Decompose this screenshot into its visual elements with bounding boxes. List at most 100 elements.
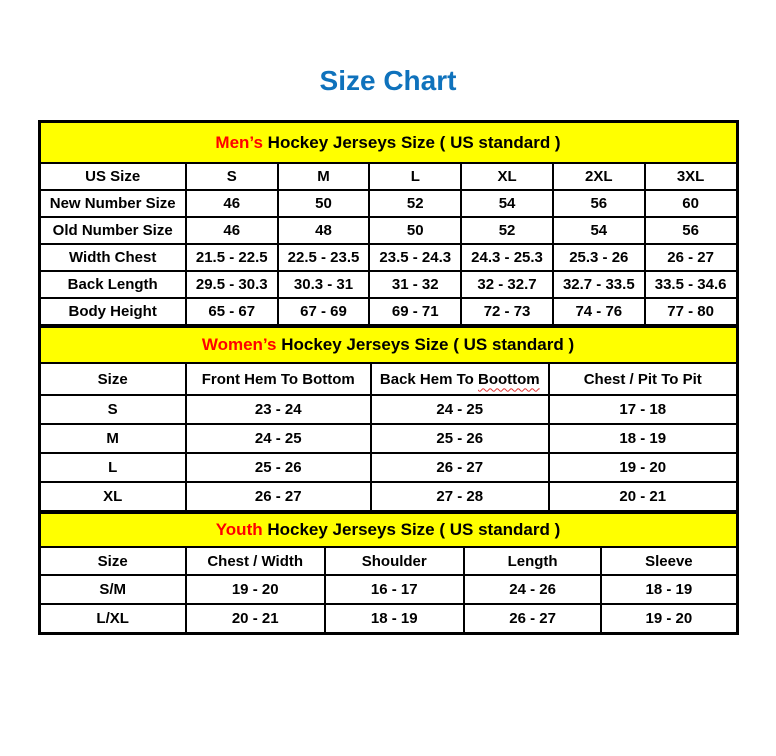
table-cell: 30.3 - 31 [276,270,371,299]
mens-column-header-row: US Size S M L XL 2XL 3XL [38,162,738,191]
table-cell: 50 [368,216,463,245]
table-row: Width Chest 21.5 - 22.5 22.5 - 23.5 23.5… [38,243,738,272]
mens-title-text: Hockey Jerseys Size ( US standard ) [262,132,561,152]
womens-section-title: Women’s Hockey Jerseys Size ( US standar… [38,326,738,364]
mens-title-highlight: Men’s [215,132,263,152]
column-header: Shoulder [323,546,465,576]
table-cell: 24.3 - 25.3 [460,243,554,272]
table-cell: 25 - 26 [369,423,550,454]
table-cell: 65 - 67 [184,297,279,326]
row-label: Body Height [38,297,187,326]
table-row: S 23 - 24 24 - 25 17 - 18 [38,394,738,425]
row-label: New Number Size [38,189,187,218]
column-header: Sleeve [600,546,738,576]
column-header: Back Hem To Boottom [369,362,550,396]
womens-title-highlight: Women’s [201,335,277,354]
column-header: Front Hem To Bottom [184,362,372,396]
row-label: L/XL [38,603,187,634]
table-cell: 18 - 19 [547,423,738,454]
column-header: S [184,162,279,191]
table-cell: 19 - 20 [184,574,326,605]
column-header: XL [460,162,554,191]
row-label: Back Length [38,270,187,299]
table-cell: 24 - 25 [369,394,550,425]
column-header: Size [38,362,187,396]
table-cell: 25 - 26 [184,452,372,483]
table-cell: 18 - 19 [600,574,738,605]
row-label: L [38,452,187,483]
table-cell: 18 - 19 [323,603,465,634]
table-row: M 24 - 25 25 - 26 18 - 19 [38,423,738,454]
table-row: Old Number Size 46 48 50 52 54 56 [38,216,738,245]
mens-section-title-row: Men’s Hockey Jerseys Size ( US standard … [38,121,738,164]
column-header: 3XL [643,162,738,191]
table-cell: 24 - 26 [462,574,603,605]
table-cell: 19 - 20 [600,603,738,634]
table-cell: 21.5 - 22.5 [184,243,279,272]
table-cell: 69 - 71 [368,297,463,326]
table-cell: 26 - 27 [462,603,603,634]
column-header: Size [38,546,187,576]
size-chart-tables: Men’s Hockey Jerseys Size ( US standard … [37,120,739,635]
table-cell: 26 - 27 [184,481,372,512]
table-cell: 23 - 24 [184,394,372,425]
table-cell: 54 [460,189,554,218]
table-cell: 32.7 - 33.5 [551,270,646,299]
table-cell: 20 - 21 [547,481,738,512]
table-cell: 54 [551,216,646,245]
table-cell: 72 - 73 [460,297,554,326]
table-cell: 56 [551,189,646,218]
table-cell: 25.3 - 26 [551,243,646,272]
table-cell: 77 - 80 [643,297,738,326]
table-cell: 74 - 76 [551,297,646,326]
column-header: 2XL [551,162,646,191]
womens-title-text: Hockey Jerseys Size ( US standard ) [276,335,575,354]
table-cell: 26 - 27 [643,243,738,272]
table-cell: 23.5 - 24.3 [368,243,463,272]
column-header: Length [462,546,603,576]
table-cell: 24 - 25 [184,423,372,454]
table-cell: 33.5 - 34.6 [643,270,738,299]
table-cell: 67 - 69 [276,297,371,326]
column-header: M [276,162,371,191]
table-row: L 25 - 26 26 - 27 19 - 20 [38,452,738,483]
misspelled-word: Boottom [477,370,540,388]
table-row: L/XL 20 - 21 18 - 19 26 - 27 19 - 20 [38,603,738,634]
row-label: Old Number Size [38,216,187,245]
youth-title-highlight: Youth [215,520,263,539]
womens-column-header-row: Size Front Hem To Bottom Back Hem To Boo… [38,362,738,396]
table-cell: 48 [276,216,371,245]
column-header: Chest / Pit To Pit [547,362,738,396]
row-label: S [38,394,187,425]
table-cell: 27 - 28 [369,481,550,512]
column-header: Chest / Width [184,546,326,576]
table-row: XL 26 - 27 27 - 28 20 - 21 [38,481,738,512]
youth-title-text: Hockey Jerseys Size ( US standard ) [262,520,561,539]
column-header: L [368,162,463,191]
table-cell: 46 [184,216,279,245]
table-row: Body Height 65 - 67 67 - 69 69 - 71 72 -… [38,297,738,326]
womens-size-table: Women’s Hockey Jerseys Size ( US standar… [38,326,738,512]
table-cell: 16 - 17 [323,574,465,605]
table-row: Back Length 29.5 - 30.3 30.3 - 31 31 - 3… [38,270,738,299]
row-label: M [38,423,187,454]
womens-section-title-row: Women’s Hockey Jerseys Size ( US standar… [38,326,738,364]
mens-size-table: Men’s Hockey Jerseys Size ( US standard … [38,121,738,326]
youth-section-title-row: Youth Hockey Jerseys Size ( US standard … [38,512,738,548]
youth-section-title: Youth Hockey Jerseys Size ( US standard … [38,512,738,548]
column-header-text: Back Hem To [379,370,478,388]
table-cell: 31 - 32 [368,270,463,299]
table-cell: 52 [368,189,463,218]
row-label: XL [38,481,187,512]
row-label: Width Chest [38,243,187,272]
table-cell: 19 - 20 [547,452,738,483]
page-title: Size Chart [319,65,457,96]
table-cell: 60 [643,189,738,218]
youth-size-table: Youth Hockey Jerseys Size ( US standard … [38,512,738,634]
table-cell: 52 [460,216,554,245]
mens-section-title: Men’s Hockey Jerseys Size ( US standard … [38,121,738,164]
column-header: US Size [38,162,187,191]
table-row: New Number Size 46 50 52 54 56 60 [38,189,738,218]
row-label: S/M [38,574,187,605]
size-chart-page: Size Chart Men’s Hockey Jerseys Size ( U… [0,64,776,756]
